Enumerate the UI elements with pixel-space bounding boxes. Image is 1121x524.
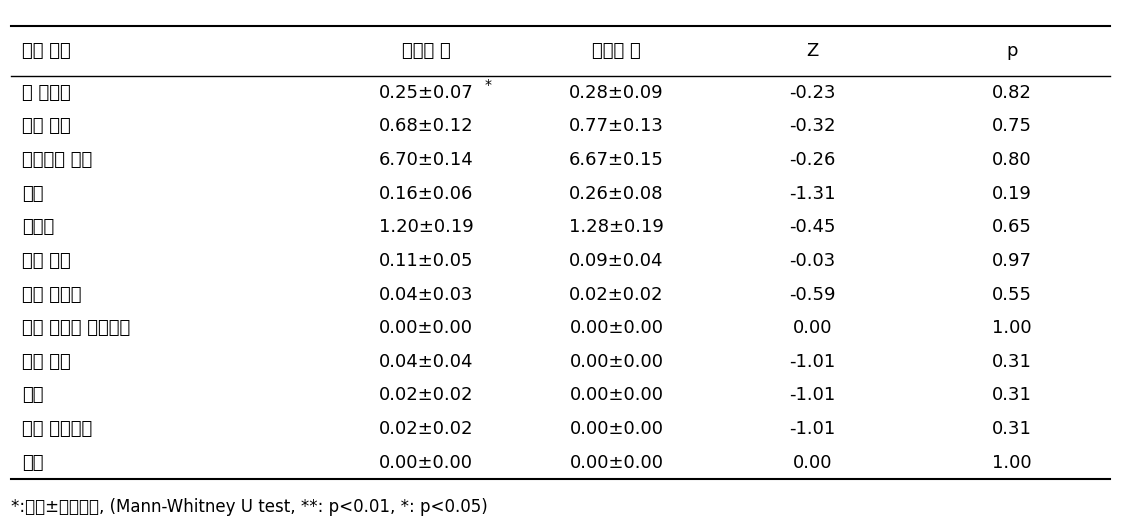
Text: -0.45: -0.45 xyxy=(789,219,836,236)
Text: -0.59: -0.59 xyxy=(789,286,836,303)
Text: 0.00±0.00: 0.00±0.00 xyxy=(569,319,664,337)
Text: -0.03: -0.03 xyxy=(789,252,836,270)
Text: -1.31: -1.31 xyxy=(789,184,836,203)
Text: 배설: 배설 xyxy=(22,386,44,405)
Text: -0.32: -0.32 xyxy=(789,117,836,135)
Text: 0.09±0.04: 0.09±0.04 xyxy=(569,252,664,270)
Text: 0.00±0.00: 0.00±0.00 xyxy=(569,353,664,371)
Text: 사료 먹기: 사료 먹기 xyxy=(22,117,71,135)
Text: 0.00±0.00: 0.00±0.00 xyxy=(379,454,473,472)
Text: -1.01: -1.01 xyxy=(789,420,836,438)
Text: 1.00: 1.00 xyxy=(992,319,1031,337)
Text: 기타: 기타 xyxy=(22,454,44,472)
Text: 0.00: 0.00 xyxy=(793,319,833,337)
Text: 0.65: 0.65 xyxy=(992,219,1031,236)
Text: 0.31: 0.31 xyxy=(992,353,1031,371)
Text: 움직이지 않음: 움직이지 않음 xyxy=(22,151,93,169)
Text: -0.23: -0.23 xyxy=(789,84,836,102)
Text: -1.01: -1.01 xyxy=(789,353,836,371)
Text: 0.75: 0.75 xyxy=(992,117,1031,135)
Text: -0.26: -0.26 xyxy=(789,151,836,169)
Text: 0.16±0.06: 0.16±0.06 xyxy=(379,184,473,203)
Text: 0.02±0.02: 0.02±0.02 xyxy=(379,386,473,405)
Text: 0.00±0.00: 0.00±0.00 xyxy=(569,420,664,438)
Text: -1.01: -1.01 xyxy=(789,386,836,405)
Text: 1.00: 1.00 xyxy=(992,454,1031,472)
Text: 기타 사회행동: 기타 사회행동 xyxy=(22,420,93,438)
Text: Z: Z xyxy=(807,42,818,60)
Text: 0.25±0.07: 0.25±0.07 xyxy=(379,84,473,102)
Text: 물 마시기: 물 마시기 xyxy=(22,84,71,102)
Text: p: p xyxy=(1006,42,1018,60)
Text: 0.68±0.12: 0.68±0.12 xyxy=(379,117,473,135)
Text: 이웃 돈방과 상호작용: 이웃 돈방과 상호작용 xyxy=(22,319,131,337)
Text: 0.00±0.00: 0.00±0.00 xyxy=(569,386,664,405)
Text: 0.02±0.02: 0.02±0.02 xyxy=(569,286,664,303)
Text: 0.26±0.08: 0.26±0.08 xyxy=(569,184,664,203)
Text: 0.31: 0.31 xyxy=(992,386,1031,405)
Text: 0.55: 0.55 xyxy=(992,286,1031,303)
Text: 0.00±0.00: 0.00±0.00 xyxy=(379,319,473,337)
Text: 1.28±0.19: 1.28±0.19 xyxy=(569,219,664,236)
Text: 0.00±0.00: 0.00±0.00 xyxy=(569,454,664,472)
Text: 6.67±0.15: 6.67±0.15 xyxy=(569,151,664,169)
Text: 0.00: 0.00 xyxy=(793,454,833,472)
Text: 0.02±0.02: 0.02±0.02 xyxy=(379,420,473,438)
Text: 행동 요인: 행동 요인 xyxy=(22,42,71,60)
Text: 0.31: 0.31 xyxy=(992,420,1031,438)
Text: 축사 탐색: 축사 탐색 xyxy=(22,252,71,270)
Text: *: * xyxy=(484,79,491,92)
Text: 6.70±0.14: 6.70±0.14 xyxy=(379,151,473,169)
Text: 0.11±0.05: 0.11±0.05 xyxy=(379,252,473,270)
Text: 움직임: 움직임 xyxy=(22,219,55,236)
Text: 0.28±0.09: 0.28±0.09 xyxy=(569,84,664,102)
Text: 1.20±0.19: 1.20±0.19 xyxy=(379,219,473,236)
Text: 벨리 노우징: 벨리 노우징 xyxy=(22,286,82,303)
Text: 0.04±0.03: 0.04±0.03 xyxy=(379,286,473,303)
Text: 0.82: 0.82 xyxy=(992,84,1031,102)
Text: 0.04±0.04: 0.04±0.04 xyxy=(379,353,473,371)
Text: 0.19: 0.19 xyxy=(992,184,1031,203)
Text: 칸막이 유: 칸막이 유 xyxy=(401,42,451,60)
Text: 칸막이 무: 칸막이 무 xyxy=(592,42,641,60)
Text: 위협: 위협 xyxy=(22,184,44,203)
Text: 꼬리 물기: 꼬리 물기 xyxy=(22,353,71,371)
Text: 0.97: 0.97 xyxy=(992,252,1031,270)
Text: *:평균±표준오차, (Mann-Whitney U test, **: p<0.01, *: p<0.05): *:평균±표준오차, (Mann-Whitney U test, **: p<0… xyxy=(11,498,488,516)
Text: 0.77±0.13: 0.77±0.13 xyxy=(569,117,664,135)
Text: 0.80: 0.80 xyxy=(992,151,1031,169)
